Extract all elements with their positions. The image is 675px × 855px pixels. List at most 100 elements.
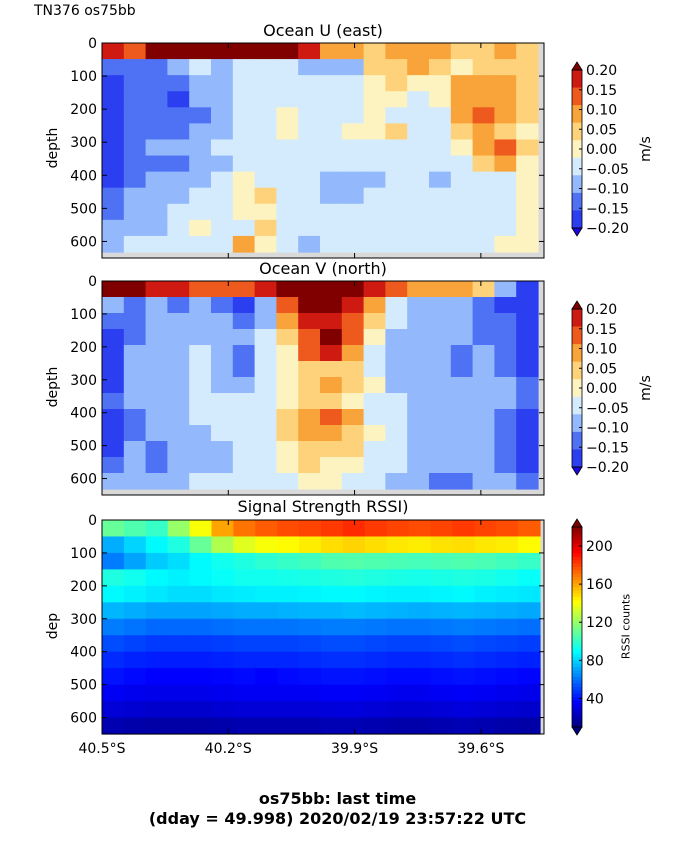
data-cell xyxy=(124,313,146,330)
colorbar-segment xyxy=(572,567,582,571)
data-cell xyxy=(387,536,410,553)
data-cell xyxy=(102,59,124,76)
data-cell xyxy=(233,107,255,124)
data-cell xyxy=(276,220,298,237)
data-cell xyxy=(211,409,233,426)
data-cell xyxy=(102,281,124,298)
data-cell xyxy=(407,313,429,330)
data-cell xyxy=(298,91,320,108)
colorbar-extend-bottom xyxy=(572,228,582,236)
y-tick-label: 0 xyxy=(88,274,97,290)
data-cell xyxy=(429,377,451,394)
colorbar-segment xyxy=(572,717,582,721)
data-cell xyxy=(321,635,344,652)
data-cell xyxy=(233,441,255,458)
data-cell xyxy=(320,123,342,140)
data-cell xyxy=(233,457,255,474)
data-cell xyxy=(146,188,168,205)
data-cell xyxy=(102,393,124,410)
data-cell xyxy=(451,43,473,60)
data-cell xyxy=(518,586,541,603)
data-cell xyxy=(189,123,211,140)
data-cell xyxy=(146,220,168,237)
data-cell xyxy=(299,586,322,603)
data-cell xyxy=(255,685,277,702)
data-cell xyxy=(473,172,495,189)
data-cell xyxy=(102,635,125,652)
data-cell xyxy=(473,297,495,314)
data-cell xyxy=(146,91,168,108)
data-cell xyxy=(494,473,516,490)
data-cell xyxy=(407,329,429,346)
data-cell xyxy=(146,619,169,636)
data-cell xyxy=(255,553,277,570)
data-cell xyxy=(343,536,366,553)
data-cell xyxy=(451,313,473,330)
data-cell xyxy=(212,586,235,603)
data-cell xyxy=(516,172,538,189)
data-cell xyxy=(474,520,497,537)
y-tick-label: 600 xyxy=(70,234,97,250)
data-cell xyxy=(494,361,516,378)
data-cell xyxy=(518,619,541,636)
colorbar-segment xyxy=(572,557,582,561)
data-cell xyxy=(168,553,191,570)
data-cell xyxy=(190,635,213,652)
y-tick-label: 500 xyxy=(70,201,97,217)
data-cell xyxy=(189,43,211,60)
data-cell xyxy=(385,313,407,330)
data-cell xyxy=(212,635,235,652)
colorbar-segment xyxy=(572,714,582,718)
data-cell xyxy=(255,425,277,442)
data-cell xyxy=(146,172,168,189)
data-cell xyxy=(320,281,342,298)
data-cell xyxy=(473,377,495,394)
data-cell xyxy=(298,441,320,458)
colorbar-tick-label: 80 xyxy=(586,653,604,669)
data-cell xyxy=(365,619,388,636)
data-cell xyxy=(365,635,388,652)
data-cell xyxy=(320,361,342,378)
data-cell xyxy=(233,473,255,490)
data-cell xyxy=(102,619,125,636)
y-tick-label: 0 xyxy=(88,36,97,52)
data-cell xyxy=(190,586,213,603)
data-cell xyxy=(255,586,277,603)
data-cell xyxy=(494,409,516,426)
data-cell xyxy=(276,345,298,362)
data-cell xyxy=(342,43,364,60)
data-cell xyxy=(211,107,233,124)
data-cell xyxy=(299,685,322,702)
data-cell xyxy=(167,220,189,237)
data-cell xyxy=(168,652,191,669)
data-cell xyxy=(451,409,473,426)
data-cell xyxy=(212,520,235,537)
data-cell xyxy=(276,123,298,140)
colorbar-extend-top xyxy=(572,301,582,309)
y-tick-label: 300 xyxy=(70,135,97,151)
data-cell xyxy=(189,313,211,330)
data-cell xyxy=(211,156,233,173)
colorbar-segment xyxy=(572,597,582,601)
data-cell xyxy=(276,281,298,298)
data-cell xyxy=(255,409,277,426)
data-cell xyxy=(299,652,322,669)
data-cell xyxy=(429,204,451,221)
colorbar-segment xyxy=(572,624,582,628)
data-cell xyxy=(343,652,366,669)
data-cell xyxy=(298,393,320,410)
data-cell xyxy=(190,602,213,619)
data-cell xyxy=(364,123,386,140)
data-cell xyxy=(146,123,168,140)
data-cell xyxy=(298,156,320,173)
data-cell xyxy=(342,75,364,92)
data-cell xyxy=(494,59,516,76)
y-tick-label: 300 xyxy=(70,373,97,389)
data-cell xyxy=(298,473,320,490)
data-cell xyxy=(451,457,473,474)
data-cell xyxy=(277,569,300,586)
data-cell xyxy=(233,685,256,702)
data-cell xyxy=(387,635,410,652)
colorbar-segment xyxy=(572,540,582,544)
data-cell xyxy=(277,718,300,735)
